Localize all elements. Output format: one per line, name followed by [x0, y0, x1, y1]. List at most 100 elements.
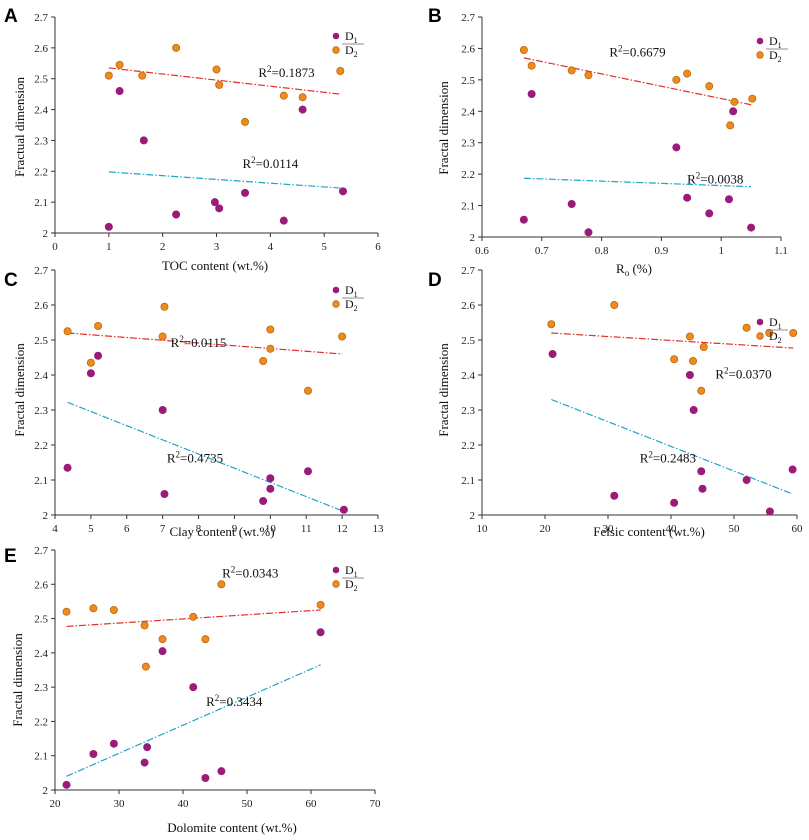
panel-c-r2-r: R — [167, 451, 176, 466]
panel-a: A Fractual dimension TOC content (wt.%) … — [4, 6, 381, 273]
panel-a-point-d2 — [172, 43, 181, 52]
panel-b-r2-label-d1: R2=0.0038 — [687, 171, 743, 187]
panel-b-point-d1 — [683, 193, 692, 202]
panel-d-x-tick-label: 30 — [603, 523, 615, 535]
panel-d-legend-d2-main: D — [769, 329, 778, 343]
panel-d-y-tick-label: 2.3 — [461, 405, 475, 417]
panel-b-y-tick-label: 2.3 — [461, 138, 475, 150]
panel-c-y-tick-label: 2 — [43, 510, 49, 522]
panel-d-legend-d1-main: D — [769, 315, 778, 329]
panel-d-r2-value: =0.0370 — [728, 367, 771, 382]
panel-a-point-d1 — [215, 204, 224, 213]
panel-c-point-d1 — [266, 484, 275, 493]
panel-e-x-tick-label: 30 — [114, 798, 126, 810]
panel-c-fit-line-d2 — [67, 332, 343, 355]
panel-e-x-tick-label: 60 — [306, 798, 318, 810]
panel-a-point-d1 — [210, 198, 219, 207]
panel-c-legend-d2-main: D — [345, 297, 354, 311]
panel-c-r2-label-d2: R2=0.0115 — [171, 334, 227, 350]
panel-b-point-d2 — [726, 121, 735, 130]
panel-b-legend-label-d2: D2 — [769, 48, 782, 64]
panel-b-point-d2 — [584, 71, 593, 80]
panel-e-point-d1 — [62, 780, 71, 789]
panel-a-legend-marker-d2 — [332, 46, 340, 54]
panel-a-r2-label-d1: R2=0.0114 — [242, 155, 298, 171]
panel-c-point-d1 — [63, 463, 72, 472]
panel-d-r2-r: R — [640, 451, 649, 466]
panel-a-x-tick-label: 3 — [214, 241, 220, 253]
panel-c-y-tick-label: 2.7 — [34, 265, 48, 277]
panel-c-point-d1 — [160, 489, 169, 498]
panel-b-y-tick-label: 2.1 — [461, 201, 475, 213]
panel-d-x-tick-label: 20 — [540, 523, 552, 535]
panel-e-x-tick-label: 50 — [242, 798, 254, 810]
panel-e-point-d2 — [109, 606, 118, 615]
panel-e-point-d1 — [201, 774, 210, 783]
panel-d-point-d2 — [789, 328, 798, 337]
panel-b-xlabel-suffix: (%) — [629, 261, 652, 276]
panel-e-y-tick-label: 2.5 — [34, 614, 48, 626]
panel-b-point-d2 — [705, 82, 714, 91]
panel-d-fit-line-d1 — [551, 398, 793, 495]
panel-a-point-d1 — [115, 87, 124, 96]
panel-b-x-tick-label: 0.8 — [595, 245, 609, 257]
panel-e-y-tick-label: 2.6 — [34, 579, 48, 591]
panel-e-y-tick-label: 2.1 — [34, 751, 48, 763]
panel-b-point-d2 — [683, 69, 692, 78]
panel-c-point-d2 — [86, 358, 95, 367]
panel-e-y-tick-label: 2.3 — [34, 682, 48, 694]
panel-c-y-tick-label: 2.4 — [34, 370, 48, 382]
panel-c-fit-line-d1 — [67, 401, 345, 513]
panel-c-point-d1 — [86, 369, 95, 378]
panel-c-point-d1 — [339, 505, 348, 514]
panel-c-point-d2 — [266, 325, 275, 334]
panel-d-y-tick-label: 2.7 — [461, 265, 475, 277]
panel-b-r2-sup: 2 — [618, 43, 623, 53]
panel-c-y-tick-label: 2.5 — [34, 335, 48, 347]
panel-e-point-d2 — [316, 600, 325, 609]
panel-c-x-tick-label: 7 — [160, 523, 166, 535]
panel-c-legend-marker-d1 — [332, 286, 340, 294]
panel-b-x-tick-label: 0.6 — [475, 245, 489, 257]
panel-a-r2-label-d2: R2=0.1873 — [258, 64, 314, 80]
panel-a-letter: A — [4, 6, 18, 27]
panel-a-point-d1 — [241, 188, 250, 197]
panel-a-r2-r: R — [258, 65, 267, 80]
panel-b-y-tick-label: 2.5 — [461, 75, 475, 87]
panel-d-point-d2 — [689, 356, 698, 365]
panel-e-point-d1 — [217, 767, 226, 776]
panel-d-point-d2 — [610, 300, 619, 309]
panel-b-xlabel-sub: o — [625, 268, 630, 278]
panel-a-y-tick-label: 2.3 — [34, 135, 48, 147]
panel-e-ylabel: Fractal dimension — [10, 633, 25, 727]
panel-d-point-d2 — [742, 323, 751, 332]
panel-c-x-tick-label: 12 — [337, 523, 348, 535]
panel-a-point-d1 — [172, 210, 181, 219]
panel-a-r2-r: R — [242, 156, 251, 171]
panel-a-y-tick-label: 2.4 — [34, 105, 48, 117]
panel-e-r2-r: R — [222, 565, 231, 580]
panel-c-legend-marker-d2 — [332, 300, 340, 308]
panel-b-y-tick-label: 2.4 — [461, 106, 475, 118]
panel-d-point-d2 — [699, 342, 708, 351]
panel-e-point-d2 — [189, 612, 198, 621]
panel-b-fit-line-d2 — [523, 57, 753, 106]
panel-e: E Fractal dimension Dolomite content (wt… — [4, 545, 381, 835]
panel-c-legend-d1-sub: 1 — [354, 290, 358, 299]
panel-a-point-d1 — [139, 136, 148, 145]
panel-a-x-tick-label: 0 — [52, 241, 58, 253]
panel-e-point-d1 — [109, 739, 118, 748]
panel-c-r2-value: =0.0115 — [184, 335, 227, 350]
panel-e-point-d2 — [141, 662, 150, 671]
panel-a-point-d2 — [298, 93, 307, 102]
panel-d-r2-sup: 2 — [648, 450, 653, 460]
panel-b-ylabel: Fractal dimension — [436, 81, 451, 175]
panel-d-ylabel: Fractal dimension — [436, 343, 451, 437]
panel-a-point-d1 — [104, 222, 113, 231]
panel-e-point-d2 — [62, 607, 71, 616]
panel-e-y-tick-label: 2.7 — [34, 545, 48, 557]
panel-c-x-tick-label: 6 — [124, 523, 130, 535]
panel-d-r2-r: R — [715, 367, 724, 382]
panel-d-x-tick-label: 10 — [477, 523, 489, 535]
panel-c-point-d1 — [158, 405, 167, 414]
